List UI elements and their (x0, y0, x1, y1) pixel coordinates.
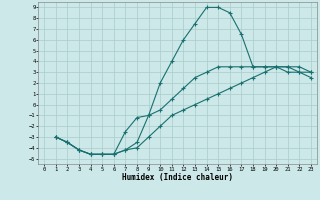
X-axis label: Humidex (Indice chaleur): Humidex (Indice chaleur) (122, 173, 233, 182)
